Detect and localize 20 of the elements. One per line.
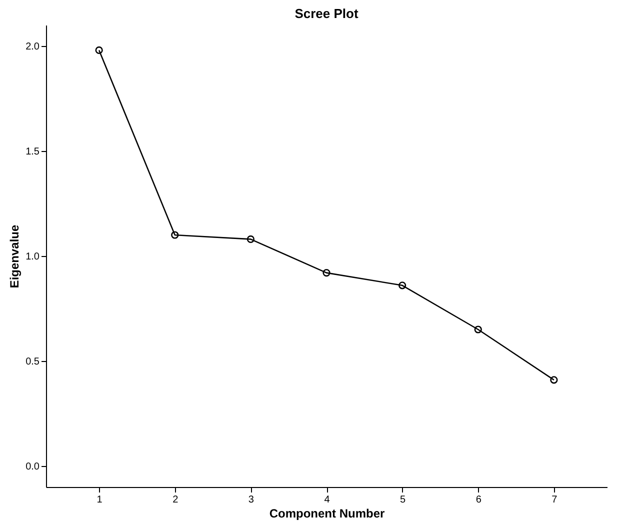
y-tick-label: 1.0	[26, 252, 40, 262]
x-tick-label: 2	[172, 494, 179, 506]
x-axis-title: Component Number	[269, 506, 385, 520]
y-tick-label: 0.0	[26, 462, 40, 472]
x-tick-label: 4	[324, 494, 330, 506]
x-tick-label: 3	[248, 494, 254, 506]
chart-title: Scree Plot	[294, 6, 359, 21]
point	[246, 235, 254, 244]
x-tick-label: 6	[476, 494, 482, 506]
y-axis-title: Eigenvalue	[8, 224, 22, 288]
point	[474, 326, 482, 334]
point	[171, 231, 179, 239]
x-tick-label: 7	[552, 494, 558, 506]
x-tick-label: 1	[96, 494, 103, 506]
x-tick-label: 5	[400, 494, 406, 506]
y-tick-label: 2.0	[26, 42, 40, 52]
point	[322, 268, 330, 277]
y-tick-label: 0.5	[26, 356, 40, 368]
y-tick-label: 1.5	[26, 146, 40, 158]
point	[398, 282, 406, 290]
